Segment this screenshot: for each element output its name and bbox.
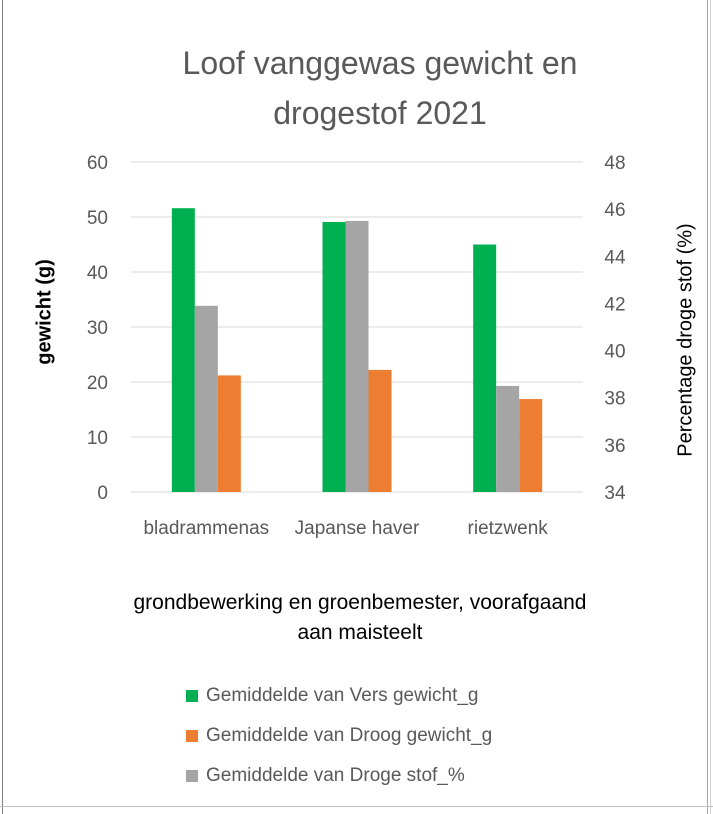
y-tick-label-right: 48 (604, 153, 625, 174)
bar-gemiddelde-van-droge-stof--2 (496, 385, 520, 492)
y-tick-label-left: 20 (87, 373, 108, 394)
bar-gemiddelde-van-droge-stof--1 (345, 220, 369, 492)
frame-right-border-outer (710, 0, 711, 814)
y-tick-label-left: 60 (87, 153, 108, 174)
x-tick-label: bladrammenas (143, 518, 269, 539)
bar-gemiddelde-van-vers-gewicht-g-2 (473, 244, 497, 492)
y-tick-label-right: 40 (604, 342, 625, 363)
chart-title-line-2: drogestof 2021 (273, 95, 487, 131)
y-tick-label-left: 50 (87, 208, 108, 229)
legend-item-vers: Gemiddelde van Vers gewicht_g (186, 676, 492, 716)
y-tick-label-left: 0 (97, 483, 108, 504)
legend-label-droog: Gemiddelde van Droog gewicht_g (206, 725, 493, 746)
plot-area: 0 10 20 30 40 50 60 34 36 38 40 42 44 46 48 bladrammena… (87, 153, 626, 539)
y-tick-label-right: 44 (604, 247, 626, 268)
frame-left-border (2, 0, 3, 814)
x-axis-label: grondbewerking en groenbemester, voorafg… (40, 588, 680, 648)
legend: Gemiddelde van Vers gewicht_g Gemiddelde… (186, 676, 492, 796)
bar-gemiddelde-van-droog-gewicht-g-0 (217, 375, 241, 492)
frame-right-border (707, 0, 708, 814)
bar-gemiddelde-van-vers-gewicht-g-0 (171, 208, 195, 492)
bar-gemiddelde-van-droog-gewicht-g-1 (368, 369, 392, 492)
legend-item-droge-stof: Gemiddelde van Droge stof_% (186, 756, 492, 796)
y-tick-label-right: 42 (604, 294, 625, 315)
frame-bottom-border (0, 806, 713, 807)
bar-gemiddelde-van-droog-gewicht-g-2 (519, 399, 543, 492)
legend-label-droge-stof: Gemiddelde van Droge stof_% (206, 765, 465, 786)
x-tick-label: rietzwenk (468, 518, 549, 539)
y-tick-label-left: 10 (87, 428, 108, 449)
bar-gemiddelde-van-vers-gewicht-g-1 (322, 221, 346, 492)
bar-gemiddelde-van-droge-stof--0 (194, 305, 218, 492)
legend-swatch-droog (186, 730, 198, 742)
x-axis-label-line-2: aan maisteelt (297, 621, 423, 644)
legend-swatch-vers (186, 690, 198, 702)
y-tick-label-right: 38 (604, 389, 625, 410)
legend-swatch-droge-stof (186, 770, 198, 782)
y-tick-label-right: 34 (604, 483, 626, 504)
y-tick-label-right: 36 (604, 436, 625, 457)
legend-item-droog: Gemiddelde van Droog gewicht_g (186, 716, 492, 756)
x-axis-label-line-1: grondbewerking en groenbemester, voorafg… (133, 591, 587, 614)
chart-title: Loof vanggewas gewicht en drogestof 2021 (100, 38, 660, 138)
y-tick-label-left: 30 (87, 318, 108, 339)
legend-label-vers: Gemiddelde van Vers gewicht_g (206, 685, 479, 706)
x-tick-label: Japanse haver (295, 518, 420, 539)
chart-title-line-1: Loof vanggewas gewicht en (182, 45, 578, 81)
y-tick-label-right: 46 (604, 200, 625, 221)
y-tick-label-left: 40 (87, 263, 108, 284)
